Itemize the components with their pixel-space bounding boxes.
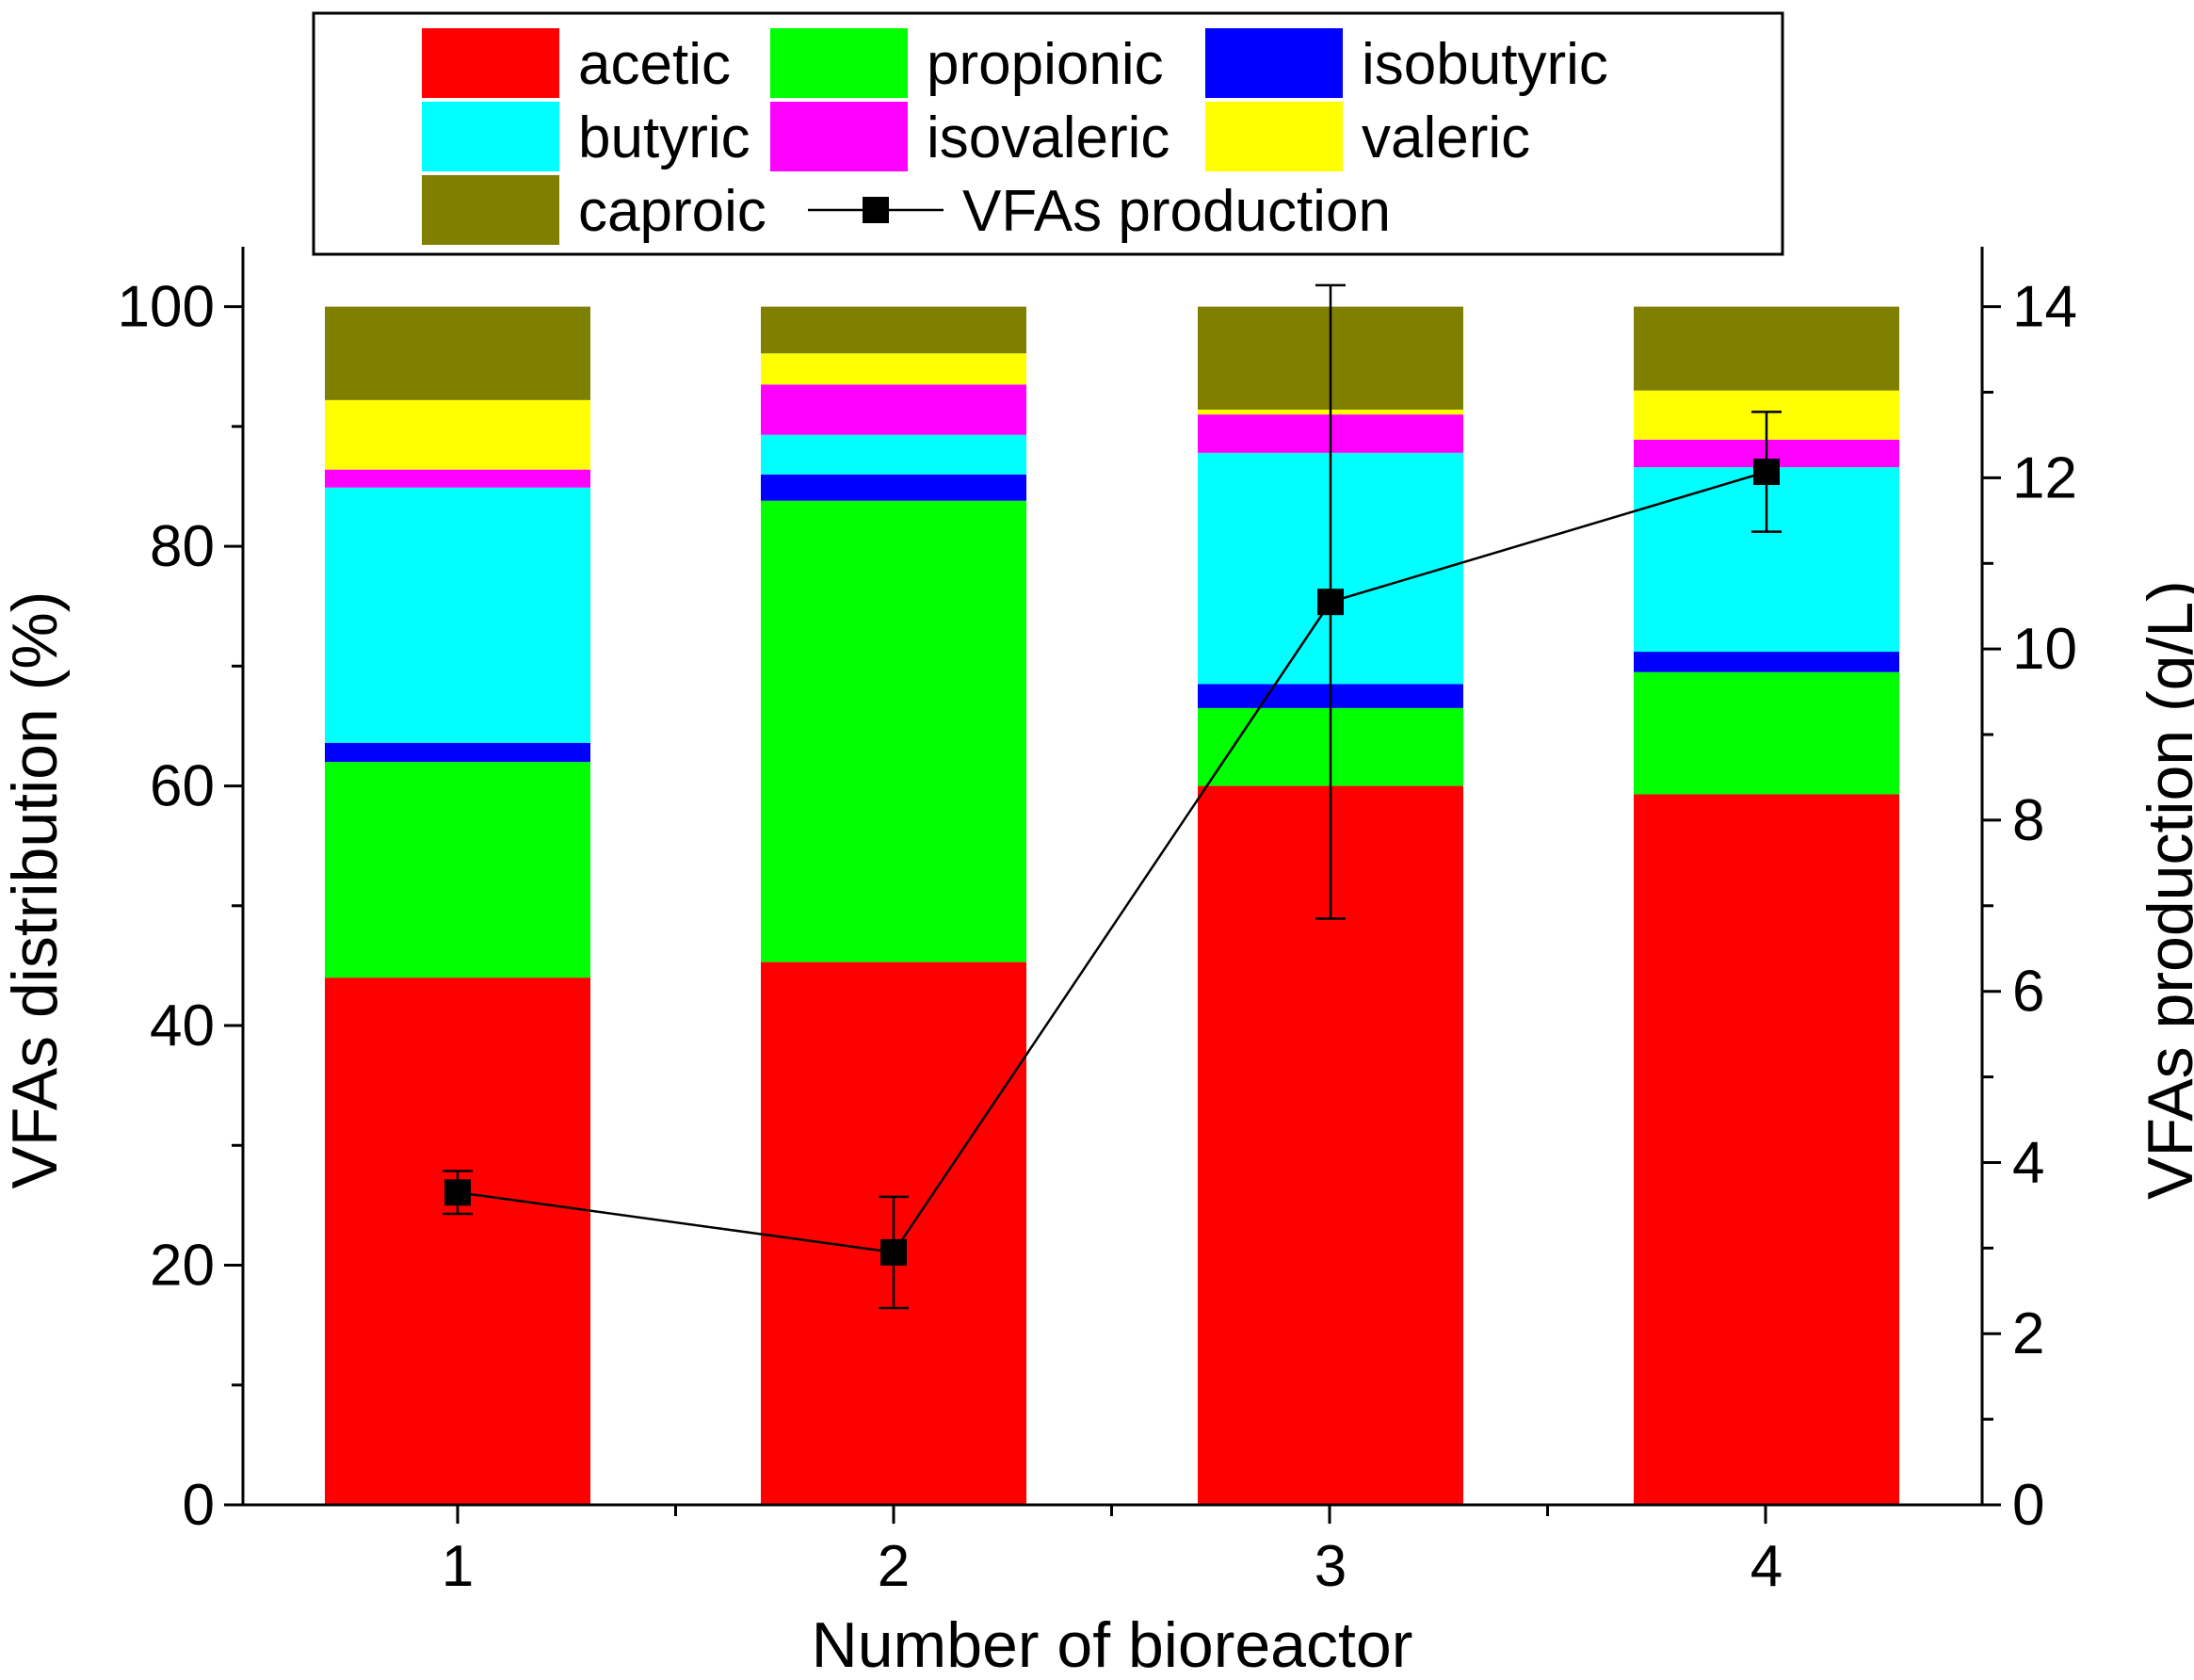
- bar-segment-valeric-1: [325, 399, 590, 470]
- production-point-4: [1753, 459, 1780, 486]
- bar-segment-propionic-1: [325, 762, 590, 978]
- bar-segment-acetic-4: [1634, 794, 1899, 1505]
- legend-label-isovaleric: isovaleric: [927, 105, 1170, 170]
- bar-segment-caproic-4: [1634, 306, 1899, 391]
- legend-marker-sample: [863, 197, 889, 223]
- legend-label-caproic: caproic: [578, 179, 766, 244]
- y-left-tick-label: 60: [150, 754, 215, 819]
- legend-label-isobutyric: isobutyric: [1362, 32, 1608, 97]
- production-line: [457, 470, 1767, 1254]
- x-tick-label-2: 2: [878, 1534, 910, 1599]
- bar-segment-isovaleric-1: [325, 469, 590, 488]
- legend-label-vfas-production: VFAs production: [962, 179, 1391, 244]
- legend-swatch-propionic: [770, 28, 908, 98]
- bar-segment-caproic-2: [761, 306, 1026, 354]
- y-left-tick-label: 40: [150, 993, 215, 1058]
- y-right-tick-label: 2: [2012, 1301, 2044, 1366]
- legend-swatch-acetic: [422, 28, 559, 98]
- y-right-tick-label: 6: [2012, 960, 2044, 1025]
- y-axis-title-right: VFAs production (g/L): [2135, 580, 2194, 1200]
- legend-label-butyric: butyric: [578, 105, 750, 170]
- legend-swatch-isovaleric: [770, 102, 908, 171]
- y-axis-title-left: VFAs distribution (%): [0, 591, 71, 1189]
- y-right-tick-label: 12: [2012, 445, 2077, 510]
- bar-segment-isobutyric-1: [325, 742, 590, 763]
- stacked-bars: [325, 306, 1899, 1505]
- y-right-tick-label: 4: [2012, 1130, 2044, 1195]
- bar-segment-valeric-2: [761, 353, 1026, 385]
- x-tick-label-1: 1: [442, 1534, 474, 1599]
- x-tick-label-3: 3: [1315, 1534, 1347, 1599]
- production-point-3: [1317, 589, 1344, 616]
- legend-swatch-valeric: [1205, 102, 1343, 171]
- y-left-tick-label: 0: [183, 1473, 215, 1538]
- legend-label-acetic: acetic: [578, 32, 731, 97]
- y-right-tick-label: 8: [2012, 788, 2044, 853]
- legend-label-propionic: propionic: [927, 32, 1164, 97]
- bar-segment-butyric-1: [325, 487, 590, 743]
- y-right-tick-label: 14: [2012, 275, 2077, 340]
- x-axis-title: Number of bioreactor: [812, 1609, 1413, 1680]
- y-left-tick-label: 20: [150, 1234, 215, 1299]
- y-left-tick-label: 100: [118, 275, 215, 340]
- legend-swatch-butyric: [422, 102, 559, 171]
- bar-segment-caproic-1: [325, 306, 590, 400]
- legend-swatch-isobutyric: [1205, 28, 1343, 98]
- x-tick-label-4: 4: [1750, 1534, 1783, 1599]
- production-point-2: [880, 1238, 907, 1266]
- legend-label-valeric: valeric: [1362, 105, 1530, 170]
- bar-segment-isobutyric-4: [1634, 652, 1899, 672]
- bar-segment-acetic-1: [325, 977, 590, 1505]
- bar-segment-butyric-2: [761, 434, 1026, 475]
- legend-swatch-caproic: [422, 175, 559, 245]
- bar-segment-isobutyric-2: [761, 474, 1026, 501]
- bar-segment-propionic-4: [1634, 671, 1899, 795]
- production-line-layer: [443, 283, 1782, 1310]
- y-right-tick-label: 10: [2012, 617, 2077, 682]
- bar-segment-propionic-2: [761, 500, 1026, 962]
- legend: acetic propionic isobutyric butyric isovaler…: [312, 11, 1784, 256]
- axis-titles: Number of bioreactor VFAs distribution (…: [0, 580, 2194, 1680]
- y-right-tick-label: 0: [2012, 1473, 2044, 1538]
- bar-segment-isovaleric-2: [761, 384, 1026, 435]
- y-left-tick-label: 80: [150, 514, 215, 579]
- production-point-1: [444, 1179, 471, 1206]
